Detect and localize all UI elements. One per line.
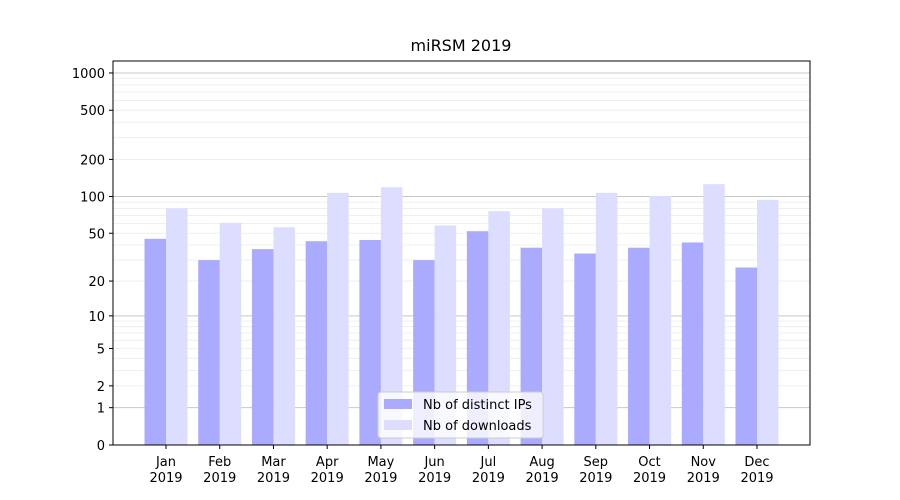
x-tick-label: Sep (584, 455, 609, 470)
bar (359, 240, 381, 445)
bar (488, 211, 510, 445)
chart-title: miRSM 2019 (411, 36, 512, 55)
bar (595, 192, 618, 445)
bar (628, 247, 650, 445)
bar (305, 241, 328, 445)
x-tick-label: Aug (529, 455, 554, 470)
x-tick-label: 2019 (687, 471, 720, 486)
legend-label: Nb of distinct IPs (423, 398, 532, 413)
y-tick-label: 5 (97, 343, 105, 358)
x-tick-label: Feb (208, 455, 231, 470)
bar (166, 208, 188, 445)
x-tick-label: May (367, 455, 394, 470)
x-tick-label: Jun (423, 455, 444, 470)
y-tick-label: 500 (80, 104, 105, 119)
x-tick-label: Jul (480, 455, 497, 470)
x-tick-label: 2019 (364, 471, 397, 486)
bar (574, 253, 596, 445)
bar (649, 195, 672, 445)
legend-label: Nb of downloads (423, 419, 532, 434)
plot-frame (112, 60, 811, 446)
x-tick-label: Mar (261, 455, 286, 470)
bar (542, 208, 564, 445)
bar (327, 192, 349, 445)
x-tick-label: 2019 (257, 471, 290, 486)
x-tick-label: 2019 (633, 471, 666, 486)
y-tick-label: 1000 (72, 67, 105, 82)
y-tick-label: 20 (88, 275, 105, 290)
x-tick-label: Dec (744, 455, 769, 470)
bar (703, 184, 725, 446)
y-tick-label: 100 (80, 190, 105, 205)
bar (198, 260, 220, 445)
bar (757, 199, 779, 445)
bar (380, 187, 403, 446)
legend-box (377, 391, 544, 439)
bar (735, 267, 757, 445)
bar (434, 225, 457, 445)
x-tick-label: Apr (316, 455, 339, 470)
x-tick-label: Jan (155, 455, 176, 470)
x-tick-label: Nov (691, 455, 717, 470)
x-tick-label: 2019 (149, 471, 182, 486)
x-tick-label: 2019 (203, 471, 236, 486)
y-tick-label: 1 (97, 402, 105, 417)
y-tick-label: 200 (80, 153, 105, 168)
x-tick-label: 2019 (472, 471, 505, 486)
y-tick-label: 10 (88, 310, 105, 325)
x-tick-label: 2019 (418, 471, 451, 486)
bar (144, 238, 166, 445)
y-tick-label: 50 (88, 227, 105, 242)
x-tick-label: 2019 (740, 471, 773, 486)
bar (219, 222, 242, 445)
bar (273, 227, 295, 445)
x-tick-label: 2019 (311, 471, 344, 486)
x-tick-label: 2019 (526, 471, 559, 486)
y-tick-label: 2 (97, 380, 105, 395)
bar (681, 242, 704, 445)
x-tick-label: Oct (638, 455, 660, 470)
x-tick-label: 2019 (579, 471, 612, 486)
legend-swatch (384, 420, 412, 430)
legend-swatch (384, 399, 412, 409)
y-tick-label: 0 (97, 439, 105, 454)
bar (251, 249, 274, 445)
